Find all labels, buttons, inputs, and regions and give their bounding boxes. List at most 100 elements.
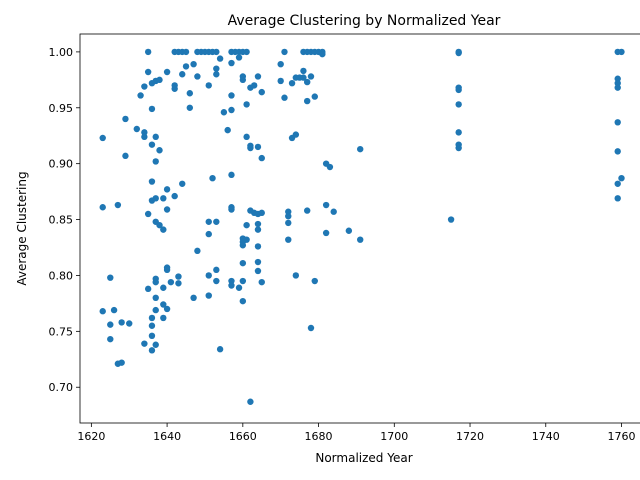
data-point [163, 305, 171, 313]
x-tick-label: 1740 [532, 430, 560, 443]
data-point [614, 75, 621, 82]
data-point [614, 180, 621, 187]
data-point [288, 79, 296, 87]
data-point [152, 278, 159, 286]
data-point [250, 82, 258, 89]
data-point [304, 97, 311, 105]
data-point [326, 163, 334, 171]
data-point [235, 284, 243, 291]
data-point [144, 48, 152, 56]
data-point [126, 320, 133, 327]
y-axis-label: Average Clustering [15, 171, 29, 285]
data-point [228, 282, 235, 289]
data-point [258, 154, 265, 162]
data-point [292, 131, 300, 138]
data-point [307, 73, 315, 80]
data-point [216, 55, 224, 62]
data-point [99, 204, 106, 211]
data-point [167, 278, 175, 286]
data-point [141, 83, 148, 90]
data-point [148, 347, 156, 354]
data-point [213, 48, 220, 56]
data-point [148, 105, 156, 113]
data-point [311, 93, 318, 100]
data-point [141, 133, 148, 141]
y-tick-label: 0.85 [49, 214, 74, 227]
data-point [285, 213, 292, 220]
data-point [122, 152, 129, 160]
x-tick-label: 1720 [456, 430, 484, 443]
data-point [213, 266, 220, 274]
data-point [455, 49, 462, 57]
data-point [107, 321, 114, 328]
data-point [300, 67, 307, 75]
x-tick-label: 1620 [77, 430, 105, 443]
data-point [152, 294, 159, 301]
data-point [152, 133, 159, 141]
data-point [152, 195, 159, 202]
data-point [160, 301, 167, 308]
data-point [220, 109, 228, 116]
y-tick-label: 0.95 [49, 102, 74, 115]
data-point [144, 68, 152, 76]
data-point [228, 206, 235, 213]
data-point [194, 73, 201, 80]
data-point [163, 266, 171, 274]
x-tick-label: 1760 [607, 430, 635, 443]
data-point [254, 258, 262, 266]
data-point [357, 145, 364, 153]
data-point [614, 119, 621, 126]
data-point [216, 346, 224, 353]
data-point [239, 277, 247, 285]
data-point [118, 319, 125, 326]
data-point [205, 230, 212, 238]
data-point [243, 48, 250, 56]
data-point [277, 60, 284, 68]
chart-title: Average Clustering by Normalized Year [228, 13, 501, 29]
data-point [137, 92, 144, 99]
data-point [304, 78, 311, 86]
data-point [141, 129, 148, 136]
data-point [160, 314, 167, 322]
data-point [455, 129, 462, 136]
data-point [156, 147, 163, 154]
data-point [243, 236, 250, 243]
data-point [213, 65, 220, 72]
data-point [307, 324, 315, 332]
data-point [148, 178, 156, 185]
data-point [148, 314, 156, 322]
data-point [300, 74, 307, 81]
data-point [175, 273, 182, 280]
x-tick-label: 1680 [305, 430, 333, 443]
data-point [213, 71, 220, 78]
data-point [258, 278, 265, 286]
data-point [107, 274, 114, 281]
data-point [144, 210, 152, 218]
y-tick-label: 0.75 [49, 325, 74, 338]
data-point [243, 133, 250, 141]
data-point [243, 101, 250, 108]
y-tick-label: 0.90 [49, 158, 74, 171]
data-point [205, 82, 212, 89]
data-point [330, 208, 337, 215]
y-axis-ticks: 0.70 0.75 0.80 0.85 0.90 0.95 1.00 [49, 46, 80, 394]
data-point [319, 50, 326, 58]
data-point [160, 284, 167, 291]
data-point [254, 243, 262, 250]
data-point [281, 94, 288, 101]
data-point [228, 171, 235, 179]
data-point [114, 201, 122, 209]
data-point [205, 218, 212, 225]
data-point [144, 285, 152, 293]
data-point [205, 292, 212, 299]
data-point [311, 277, 318, 285]
data-point [186, 90, 194, 97]
data-point [447, 216, 455, 223]
x-tick-label: 1660 [229, 430, 257, 443]
data-point [258, 209, 265, 217]
plot-area-frame [79, 33, 640, 424]
data-point [292, 272, 300, 279]
data-point [148, 141, 156, 148]
y-tick-label: 1.00 [49, 46, 74, 59]
